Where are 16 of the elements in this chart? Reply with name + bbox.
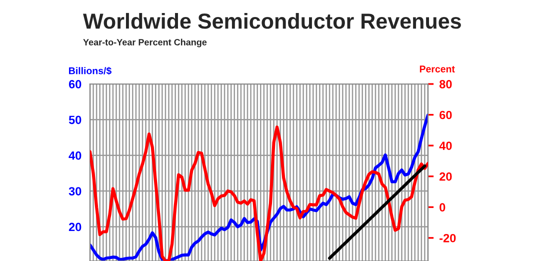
y2-tick-label: 20 — [440, 172, 452, 181]
y2-tick-label: 40 — [439, 142, 452, 150]
line-series — [328, 164, 426, 260]
y-tick-label: 50 — [68, 116, 82, 124]
y2-tick-label: 0 — [440, 203, 446, 212]
chart-subtitle: Year-to-Year Percent Change — [83, 38, 207, 48]
y-tick-label: 20 — [68, 222, 82, 232]
y2-tick-label: 80 — [439, 80, 452, 88]
y-tick-label: 40 — [68, 151, 82, 160]
chart-title: Worldwide Semiconductor Revenues — [83, 12, 461, 29]
y-axis-title: Billions/$ — [69, 66, 112, 75]
y-tick-label: 60 — [68, 80, 82, 88]
y-tick-label: 30 — [68, 187, 82, 196]
y2-tick-label: 60 — [440, 110, 452, 120]
y2-tick-label: -20 — [440, 234, 456, 242]
y2-axis-title: Percent — [420, 66, 455, 72]
